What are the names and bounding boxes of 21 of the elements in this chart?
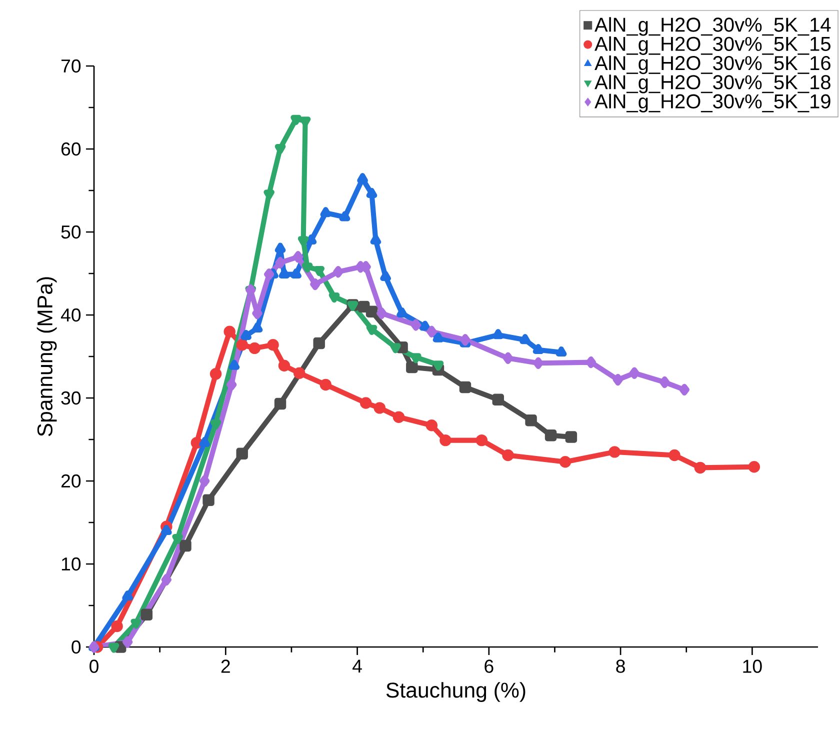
y-tick-label: 30 [61,391,81,405]
legend-label: AlN_g_H2O_30v%_5K_15 [594,36,830,55]
y-tick-label: 70 [61,59,81,73]
legend-label: AlN_g_H2O_30v%_5K_18 [594,74,830,94]
y-tick-label: 0 [72,640,81,654]
x-tick-label: 6 [484,660,494,673]
x-tick-label: 10 [743,660,762,673]
x-tick-label: 8 [616,660,625,673]
legend-label: AlN_g_H2O_30v%_5K_19 [594,94,830,112]
legend-label: AlN_g_H2O_30v%_5K_16 [594,55,830,74]
y-axis-title: Spannung (MPa) [36,277,57,436]
y-tick-label: 20 [61,474,81,488]
x-tick-label: 0 [90,660,98,673]
x-tick-label: 4 [352,660,362,673]
x-axis-title: Stauchung (%) [386,682,526,702]
legend-label: AlN_g_H2O_30v%_5K_14 [594,17,831,36]
y-tick-label: 10 [62,557,81,571]
x-tick-label: 2 [221,660,230,673]
y-tick-label: 60 [61,142,81,156]
y-tick-label: 40 [60,308,81,322]
y-tick-label: 50 [61,225,81,239]
